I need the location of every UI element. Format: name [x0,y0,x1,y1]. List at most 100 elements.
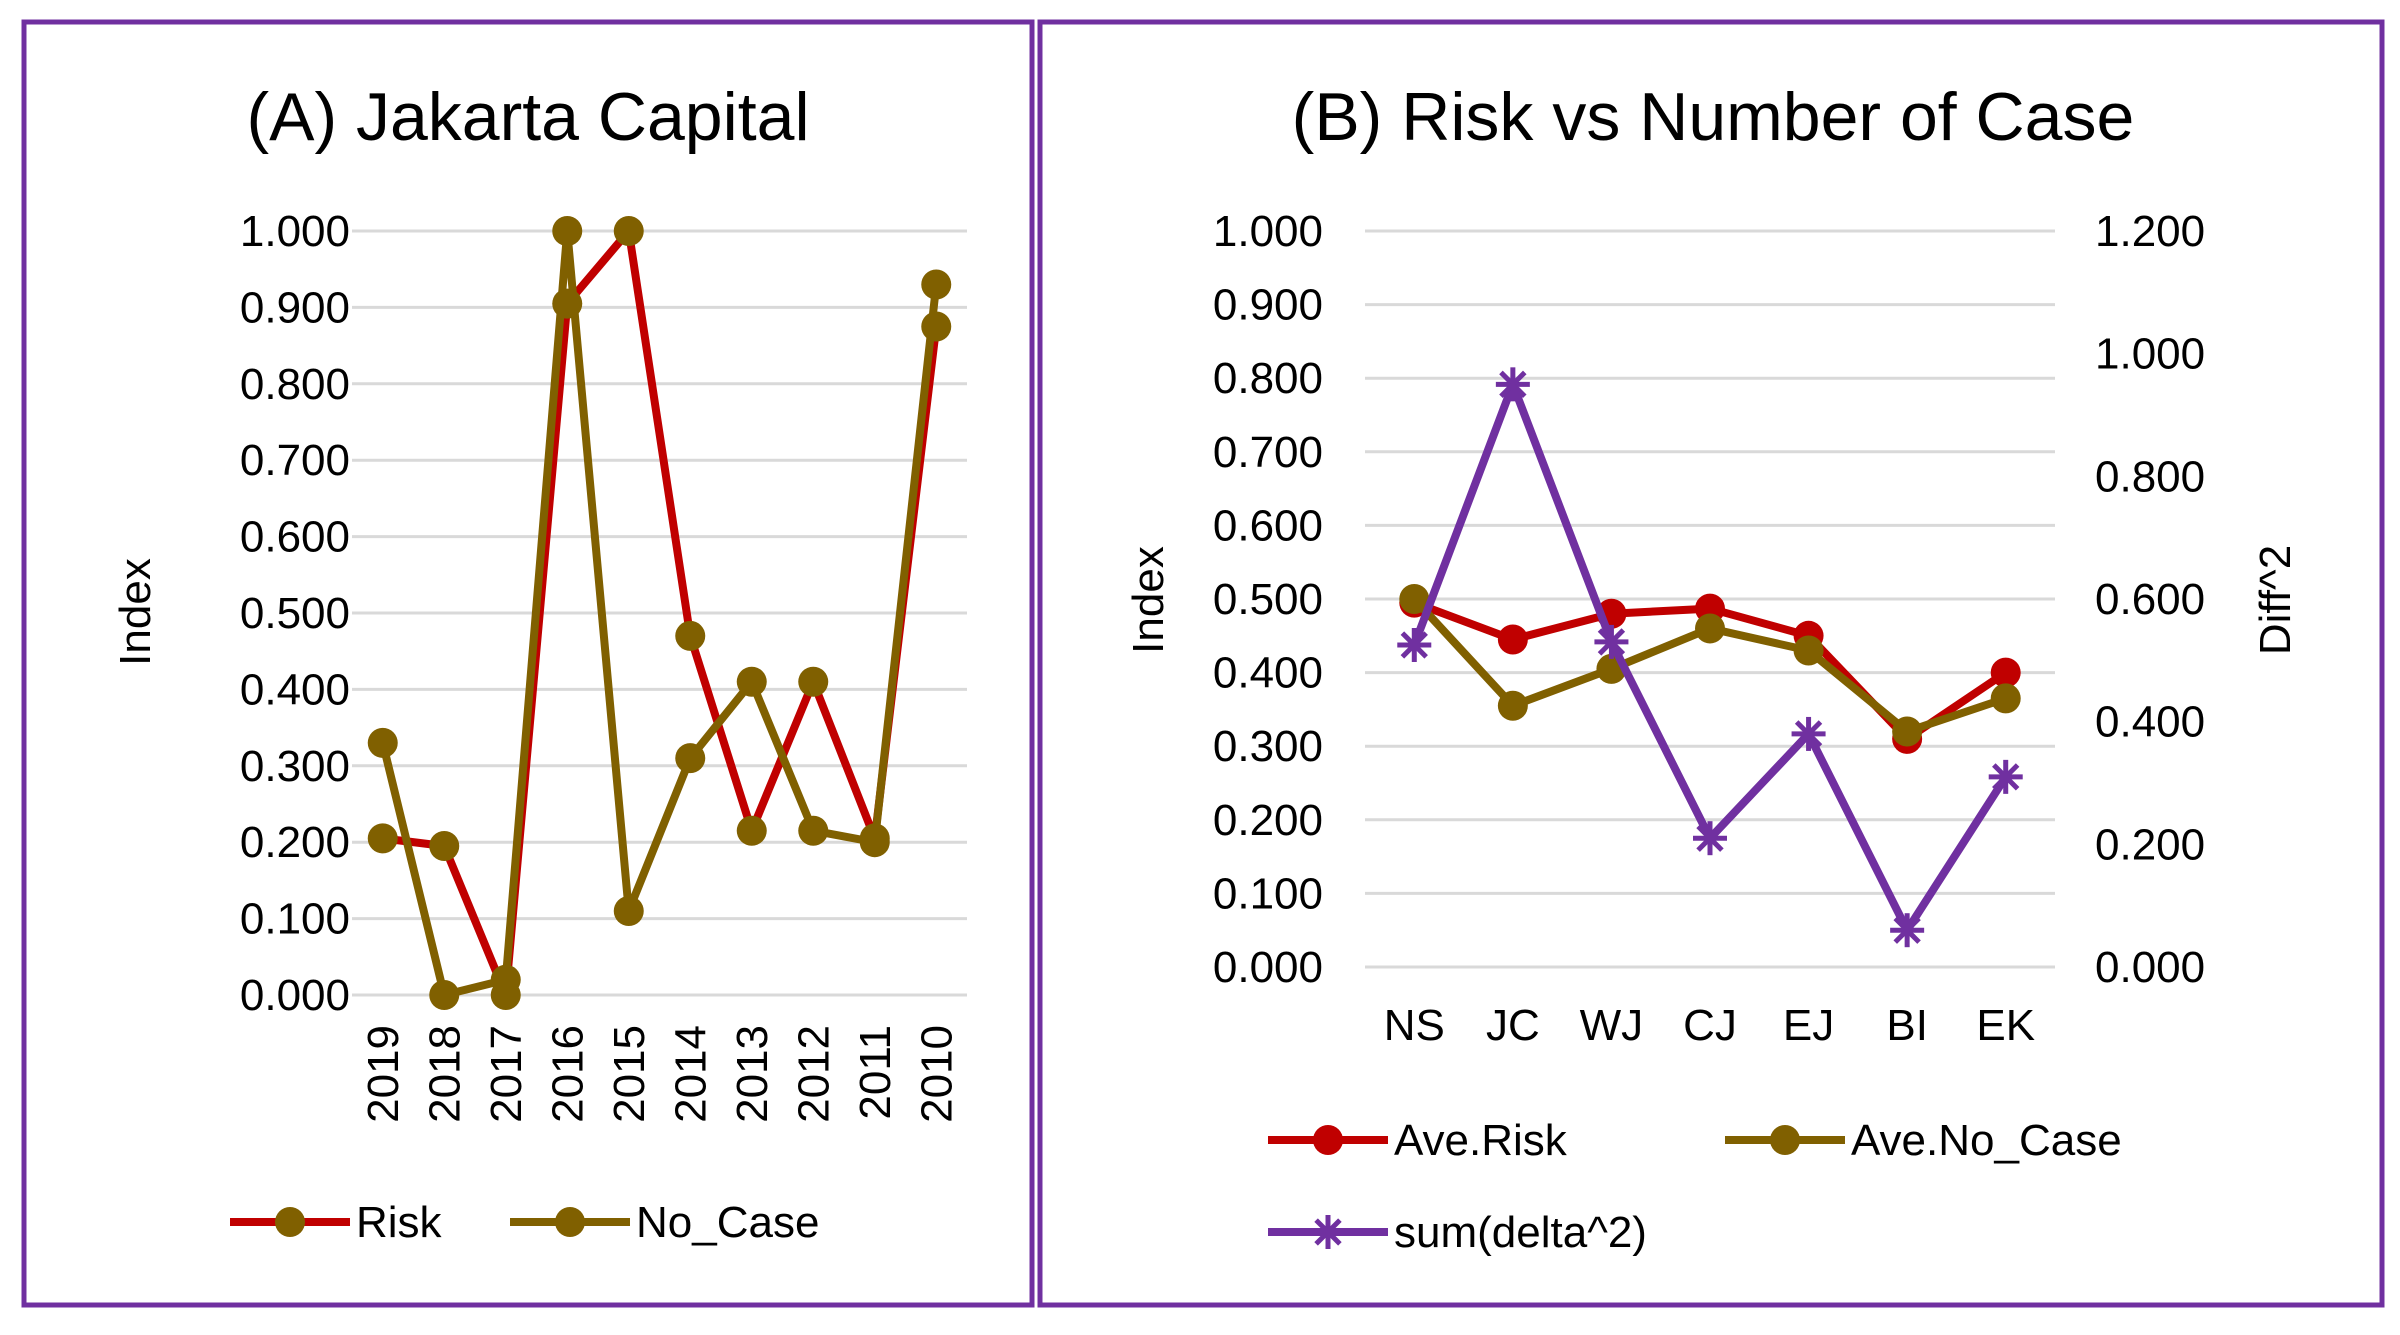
data-point-no-case [552,216,583,246]
x-tick-label: 2016 [543,1025,592,1123]
legend-item-sum-delta-2: sum(delta^2) [1268,1208,1647,1257]
y-tick-label: 0.900 [1213,281,1323,330]
data-point-no-case [613,895,644,926]
data-point-risk [613,216,644,246]
y2-tick-label: 0.200 [2095,820,2205,869]
panel-b-x-ticks: NS JC WJ CJ EJ BI EK [1384,1001,2035,1050]
y-tick-label: 1.000 [240,207,350,256]
data-point-sum-delta-2 [1693,821,1727,856]
data-point-sum-delta-2 [1988,759,2023,794]
series-line-risk [382,227,941,999]
x-tick-label: 2014 [666,1025,715,1123]
data-point-sum-delta-2 [1594,624,1629,659]
panel-a: (A) Jakarta Capital Index 0.000 0.100 0.20… [21,19,1035,1308]
legend-marker [1311,1215,1345,1249]
x-tick-label: 2012 [789,1025,838,1123]
legend-label: No_Case [636,1198,819,1247]
y-tick-label: 0.200 [1213,796,1323,845]
data-point-ave-risk [1990,657,2021,688]
y-tick-label: 0.300 [240,742,350,791]
y-tick-label: 0.900 [240,283,350,332]
panel-a-y-ticks: 0.000 0.100 0.200 0.300 0.400 0.500 0.600 0.700… [240,207,350,1020]
legend-marker [275,1207,305,1237]
y-tick-label: 0.800 [240,360,350,409]
data-point-sum-delta-2 [1495,367,1530,402]
y-tick-label: 0.500 [1213,575,1323,624]
legend-item-risk: Risk [230,1198,443,1247]
data-point-ave-no-case [1793,635,1824,666]
data-point-sum-delta-2 [1397,628,1432,662]
data-point-ave-no-case [1695,613,1725,644]
legend-label: Ave.Risk [1394,1116,1568,1165]
data-point-no-case [736,666,767,697]
data-point-ave-no-case [1399,584,1430,614]
panel-b-title: (B) Risk vs Number of Case [1292,79,2135,155]
legend-marker [1313,1125,1343,1155]
panel-b: (B) Risk vs Number of Case Index Diff^2 … [1037,19,2385,1308]
data-point-risk [552,288,583,319]
data-point-no-case [675,743,706,774]
y-tick-label: 0.000 [1213,943,1323,992]
y-tick-label: 0.700 [1213,428,1323,477]
y-tick-label: 1.000 [1213,207,1323,256]
y-tick-label: 0.800 [1213,354,1323,403]
legend-label: Ave.No_Case [1851,1116,2122,1165]
x-tick-label: JC [1486,1001,1540,1050]
panel-a-legend: Risk No_Case [230,1198,819,1247]
panel-a-series [367,216,952,1010]
x-tick-label: 2011 [851,1025,900,1120]
data-point-risk [921,311,952,342]
x-tick-label: EJ [1783,1001,1834,1050]
panel-b-frame [1037,19,2385,1308]
legend-label: Risk [356,1198,443,1247]
x-tick-label: 2018 [420,1025,469,1123]
data-point-no-case [859,827,890,858]
x-tick-label: 2013 [728,1025,777,1123]
panel-b-y-ticks: 0.000 0.100 0.200 0.300 0.400 0.500 0.600 0.700… [1213,207,1323,992]
y2-tick-label: 0.000 [2095,943,2205,992]
panel-a-frame [21,19,1035,1308]
data-point-ave-no-case [1990,683,2021,714]
panel-a-title: (A) Jakarta Capital [246,79,809,155]
legend-item-ave-no-case: Ave.No_Case [1725,1116,2122,1165]
y2-tick-label: 0.800 [2095,452,2205,501]
y-tick-label: 0.600 [240,513,350,562]
x-tick-label: 2010 [912,1025,961,1123]
x-tick-label: 2019 [359,1025,408,1123]
y-tick-label: 0.400 [240,665,350,714]
y-tick-label: 0.400 [1213,649,1323,698]
data-point-sum-delta-2 [1890,913,1925,948]
data-point-risk [367,823,398,854]
panel-a-gridlines [352,229,967,997]
data-point-sum-delta-2 [1791,716,1826,751]
panel-b-series [1397,367,2023,948]
data-point-risk [675,620,706,651]
y-tick-label: 0.700 [240,436,350,485]
data-point-ave-no-case [1497,690,1528,721]
panel-b-y2-ticks: 0.000 0.200 0.400 0.600 0.800 1.000 1.200 [2095,207,2205,992]
data-point-no-case [921,269,952,300]
y2-tick-label: 1.000 [2095,330,2205,379]
data-point-ave-no-case [1892,716,1923,747]
data-point-risk [429,831,460,862]
y2-tick-label: 1.200 [2095,207,2205,256]
data-point-no-case [490,964,521,995]
x-tick-label: 2015 [605,1025,654,1123]
x-tick-label: CJ [1683,1001,1737,1050]
x-tick-label: 2017 [482,1025,531,1123]
y-tick-label: 0.300 [1213,722,1323,771]
data-point-ave-risk [1497,624,1528,655]
data-point-no-case [429,980,460,1010]
x-tick-label: NS [1384,1001,1445,1050]
data-point-risk [798,666,829,697]
panel-a-x-ticks: 2019 2018 2017 2016 2015 2014 2013 2012 2011 2010 [359,1025,962,1123]
legend-item-no-case: No_Case [510,1198,819,1247]
x-tick-label: BI [1886,1001,1928,1050]
y-tick-label: 0.100 [1213,869,1323,918]
legend-marker [555,1207,585,1237]
data-point-no-case [798,815,829,846]
data-point-risk [736,815,767,846]
y2-tick-label: 0.400 [2095,698,2205,747]
y-tick-label: 0.000 [240,971,350,1020]
